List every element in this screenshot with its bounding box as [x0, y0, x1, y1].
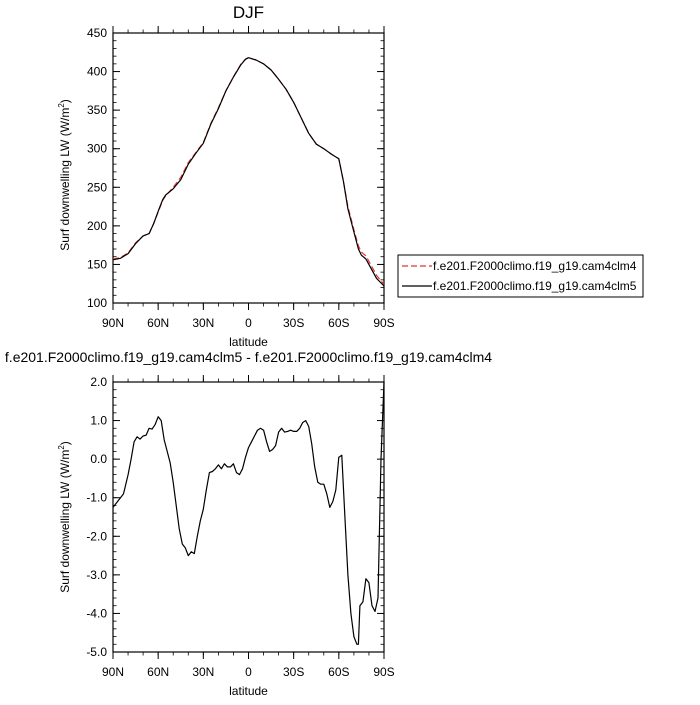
- x-tick-label: 30N: [192, 316, 214, 330]
- top-panel-tick-labels: 100 150 200 250 300 350 400 450 90N 60N 30N 0 30S 60S…: [87, 26, 395, 330]
- plot-frame: [112, 381, 385, 653]
- top-panel-axes: [112, 26, 385, 310]
- x-tick-label: 30S: [283, 665, 304, 679]
- top-panel-series: [112, 57, 385, 287]
- bottom-panel-ylabel-close: ): [58, 441, 72, 445]
- y-tick-label: 150: [87, 257, 107, 271]
- y-tick-label: 200: [87, 219, 107, 233]
- bottom-panel-tick-labels: -5.0 -4.0 -3.0 -2.0 -1.0 0.0 1.0 2.0 90N 60N 30N 0 3…: [86, 375, 394, 679]
- bottom-panel-title: f.e201.F2000climo.f19_g19.cam4clm5 - f.e…: [5, 349, 492, 365]
- legend: f.e201.F2000climo.f19_g19.cam4clm4 f.e20…: [397, 254, 644, 298]
- bottom-panel-axes: [112, 375, 385, 659]
- top-panel: DJF 100 150 200 250 300 350 400 450 90N 60N 30N 0 30…: [57, 3, 644, 349]
- top-panel-ylabel-main: Surf downwelling LW (W/m: [58, 108, 72, 251]
- y-tick-label: -3.0: [86, 568, 107, 582]
- y-tick-label: 0.0: [90, 452, 107, 466]
- bottom-panel-ylabel-sup: 2: [57, 445, 66, 450]
- x-tick-label: 60S: [328, 316, 349, 330]
- y-tick-label: 400: [87, 65, 107, 79]
- series-line-0-0: [112, 57, 385, 285]
- top-panel-ylabel: Surf downwelling LW (W/m2): [57, 99, 72, 251]
- y-tick-label: -1.0: [86, 491, 107, 505]
- top-panel-xlabel: latitude: [229, 335, 268, 349]
- y-tick-label: 1.0: [90, 414, 107, 428]
- y-tick-label: 2.0: [90, 375, 107, 389]
- x-tick-label: 60N: [147, 665, 169, 679]
- bottom-panel-ylabel-main: Surf downwelling LW (W/m: [58, 450, 72, 593]
- bottom-panel-xlabel: latitude: [229, 684, 268, 698]
- y-tick-label: -2.0: [86, 529, 107, 543]
- x-tick-label: 30S: [283, 316, 304, 330]
- bottom-panel-ylabel: Surf downwelling LW (W/m2): [57, 441, 72, 593]
- legend-label-clm5: f.e201.F2000climo.f19_g19.cam4clm5: [433, 279, 637, 293]
- series-line-0-1: [112, 57, 385, 287]
- top-panel-ylabel-close: ): [58, 99, 72, 103]
- x-tick-label: 90N: [102, 665, 124, 679]
- bottom-panel: f.e201.F2000climo.f19_g19.cam4clm5 - f.e…: [5, 349, 492, 698]
- top-panel-ylabel-sup: 2: [57, 103, 66, 108]
- x-tick-label: 0: [245, 316, 252, 330]
- x-tick-label: 0: [245, 665, 252, 679]
- y-tick-label: -5.0: [86, 645, 107, 659]
- x-tick-label: 60S: [328, 665, 349, 679]
- y-tick-label: 100: [87, 296, 107, 310]
- x-tick-label: 60N: [147, 316, 169, 330]
- y-tick-label: 350: [87, 103, 107, 117]
- x-tick-label: 90N: [102, 316, 124, 330]
- x-tick-label: 90S: [373, 665, 394, 679]
- y-tick-label: 300: [87, 142, 107, 156]
- plot-frame: [112, 32, 385, 304]
- legend-label-clm4: f.e201.F2000climo.f19_g19.cam4clm4: [433, 259, 637, 273]
- bottom-panel-series: [112, 381, 385, 645]
- y-tick-label: 450: [87, 26, 107, 40]
- y-tick-label: 250: [87, 180, 107, 194]
- x-tick-label: 90S: [373, 316, 394, 330]
- y-tick-label: -4.0: [86, 606, 107, 620]
- x-tick-label: 30N: [192, 665, 214, 679]
- legend-box: [397, 254, 644, 298]
- series-line-1-0: [112, 381, 385, 645]
- top-panel-title: DJF: [233, 3, 264, 22]
